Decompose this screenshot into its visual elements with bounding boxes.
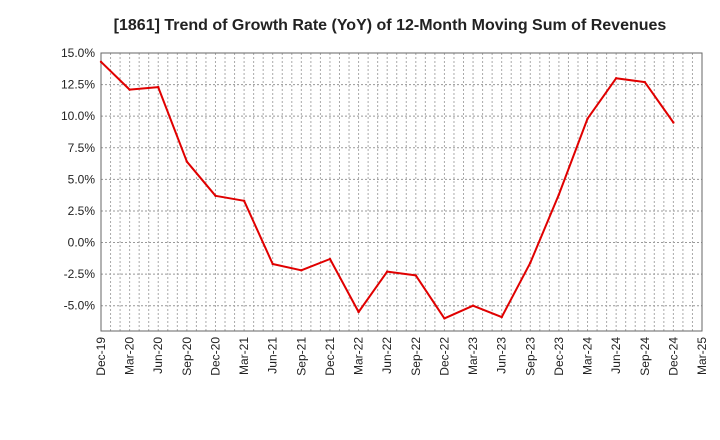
data-point [242, 199, 246, 203]
data-point [614, 77, 618, 80]
data-point [471, 304, 475, 307]
data-point [529, 261, 532, 264]
data-point [557, 193, 561, 196]
x-tick-label: Sep-23 [523, 337, 537, 376]
x-tick-label: Mar-21 [237, 337, 251, 375]
y-tick-label: 12.5% [61, 78, 95, 92]
x-tick-label: Mar-24 [581, 337, 595, 375]
y-tick-label: 5.0% [68, 172, 96, 186]
x-tick-label: Dec-20 [208, 337, 222, 376]
x-tick-label: Mar-25 [695, 337, 709, 375]
data-point [271, 262, 274, 266]
data-point [214, 194, 217, 197]
series-layer [99, 60, 675, 320]
data-point [586, 117, 589, 120]
data-point [500, 315, 503, 319]
data-point [357, 310, 360, 314]
data-point [300, 269, 303, 272]
x-tick-label: Jun-22 [380, 337, 394, 374]
data-point [414, 274, 418, 277]
x-tick-label: Jun-20 [151, 337, 165, 374]
data-point [128, 88, 131, 91]
data-point [385, 270, 389, 273]
x-tick-label: Jun-24 [609, 337, 623, 374]
data-point [672, 121, 675, 124]
x-tick-label: Dec-24 [666, 337, 680, 376]
data-point [443, 317, 446, 320]
x-tick-label: Jun-21 [266, 337, 280, 374]
x-tick-label: Dec-23 [552, 337, 566, 376]
x-tick-label: Sep-22 [409, 337, 423, 376]
data-point [185, 160, 189, 163]
x-tick-label: Dec-19 [94, 337, 108, 376]
y-tick-label: -5.0% [64, 299, 96, 313]
x-tick-label: Sep-21 [294, 337, 308, 376]
x-tick-label: Sep-20 [180, 337, 194, 376]
x-tick-label: Sep-24 [638, 337, 652, 376]
chart-title: [1861] Trend of Growth Rate (YoY) of 12-… [114, 17, 667, 34]
y-tick-label: 10.0% [61, 109, 95, 123]
y-tick-label: 7.5% [68, 141, 96, 155]
grid-lines [101, 52, 702, 331]
data-point [643, 80, 646, 84]
x-tick-label: Mar-23 [466, 337, 480, 375]
plot-area [100, 52, 703, 332]
y-tick-label: 2.5% [68, 204, 96, 218]
x-tick-label: Dec-22 [437, 337, 451, 376]
y-tick-label: -2.5% [64, 267, 96, 281]
y-tick-label: 0.0% [68, 236, 96, 250]
x-tick-label: Jun-23 [495, 337, 509, 374]
x-axis: Dec-19 Mar-20 Jun-20 Sep-20 Dec-20 Mar-21 Jun-… [94, 337, 709, 376]
y-axis: 15.0% 12.5% 10.0% 7.5% 5.0% 2.5% 0.0% -2.5% -5.0… [61, 46, 95, 313]
data-point [99, 60, 103, 64]
data-point [157, 85, 160, 89]
x-tick-label: Dec-21 [323, 337, 337, 376]
x-tick-label: Mar-20 [123, 337, 137, 375]
x-tick-label: Mar-22 [352, 337, 366, 375]
y-tick-label: 15.0% [61, 46, 95, 60]
data-point [328, 257, 332, 261]
